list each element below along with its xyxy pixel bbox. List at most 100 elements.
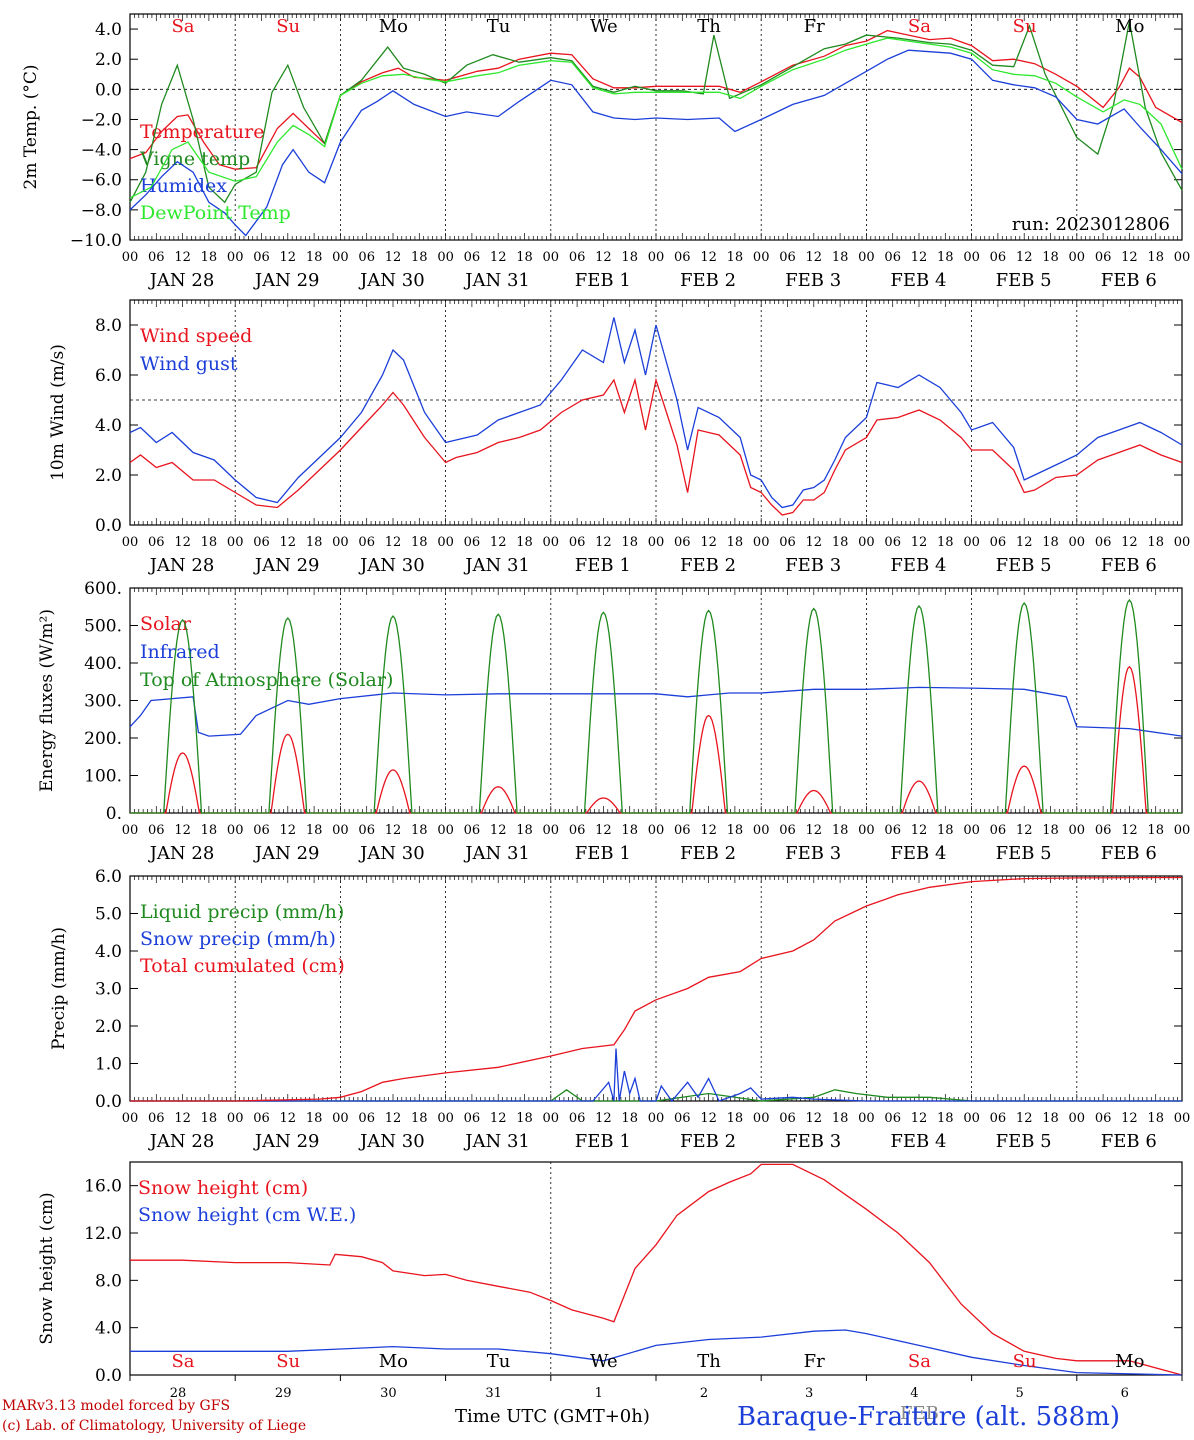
legend-entry: Snow height (cm) (138, 1177, 308, 1199)
hour-tick-label: 12 (1121, 823, 1138, 838)
hour-tick-label: 18 (411, 1111, 428, 1126)
hour-tick-label: 18 (1147, 535, 1164, 550)
hour-tick-label: 18 (516, 535, 533, 550)
weekday-label: Th (697, 16, 721, 37)
hour-tick-label: 12 (490, 823, 507, 838)
hour-tick-label: 12 (280, 1111, 297, 1126)
day-label: FEB 6 (1101, 843, 1157, 864)
day-label: JAN 28 (148, 1131, 215, 1152)
hour-tick-label: 00 (122, 535, 139, 550)
hour-tick-label: 12 (911, 823, 928, 838)
hour-tick-label: 12 (700, 1111, 717, 1126)
hour-tick-label: 12 (280, 250, 297, 265)
day-label: FEB 1 (575, 843, 631, 864)
hour-tick-label: 06 (884, 250, 901, 265)
hour-tick-label: 18 (516, 250, 533, 265)
y-tick-label: 4.0 (95, 1319, 122, 1339)
hour-tick-label: 18 (1147, 250, 1164, 265)
hour-tick-label: 18 (411, 535, 428, 550)
hour-tick-label: 00 (648, 535, 665, 550)
hour-tick-label: 12 (174, 1111, 191, 1126)
day-label: JAN 31 (463, 270, 530, 291)
y-tick-label: 0.0 (95, 516, 122, 536)
hour-tick-label: 06 (884, 535, 901, 550)
day-label: JAN 30 (358, 555, 425, 576)
hour-tick-label: 18 (832, 1111, 849, 1126)
hour-tick-label: 06 (569, 250, 586, 265)
day-label: FEB 4 (890, 843, 946, 864)
legend-entry: Wind gust (140, 353, 238, 375)
y-tick-label: 5.0 (95, 905, 122, 925)
hour-tick-label: 18 (1042, 823, 1059, 838)
legend-entry: Liquid precip (mm/h) (140, 901, 344, 923)
day-label: FEB 6 (1101, 270, 1157, 291)
hour-tick-label: 00 (122, 1111, 139, 1126)
series-line-snow-precip-mm-h- (130, 1048, 1182, 1103)
y-tick-label: 100. (84, 767, 122, 787)
hour-tick-label: 00 (1069, 535, 1086, 550)
hour-tick-label: 00 (1174, 1111, 1191, 1126)
hour-tick-label: 18 (727, 823, 744, 838)
legend-entry: Infrared (140, 641, 220, 663)
y-tick-label: 2.0 (95, 466, 122, 486)
hour-tick-label: 12 (490, 250, 507, 265)
hour-tick-label: 00 (332, 1111, 349, 1126)
day-number-label: 5 (1015, 1386, 1023, 1401)
series-line-snow-height-cm-w-e- (130, 1329, 1183, 1376)
hour-tick-label: 12 (280, 823, 297, 838)
hour-tick-label: 12 (174, 823, 191, 838)
hour-tick-label: 06 (358, 1111, 375, 1126)
y-tick-label: 8.0 (95, 1271, 122, 1291)
hour-tick-label: 18 (306, 1111, 323, 1126)
hour-tick-label: 00 (543, 250, 560, 265)
hour-tick-label: 18 (621, 250, 638, 265)
day-label: JAN 30 (358, 843, 425, 864)
weekday-label: Su (1013, 1351, 1037, 1372)
series-line-liquid-precip-mm-h- (130, 1089, 1182, 1102)
day-label: FEB 4 (890, 1131, 946, 1152)
day-label: JAN 28 (148, 555, 215, 576)
day-number-label: 30 (380, 1386, 397, 1401)
y-tick-label: 4.0 (95, 416, 122, 436)
series-line-dewpoint-temp (129, 37, 1183, 199)
hour-tick-label: 00 (858, 1111, 875, 1126)
hour-tick-label: 00 (648, 823, 665, 838)
day-label: FEB 5 (996, 555, 1052, 576)
hour-tick-label: 00 (963, 250, 980, 265)
hour-tick-label: 18 (201, 250, 218, 265)
legend-entry: Snow height (cm W.E.) (138, 1204, 356, 1226)
day-label: FEB 6 (1101, 1131, 1157, 1152)
hour-tick-label: 18 (411, 250, 428, 265)
hour-tick-label: 18 (306, 823, 323, 838)
day-number-label: 2 (700, 1386, 708, 1401)
hour-tick-label: 06 (569, 1111, 586, 1126)
y-tick-label: 4.0 (95, 942, 122, 962)
series-line-top-of-atmosphere-solar- (130, 598, 1182, 814)
legend-entry: Vigne temp (139, 148, 250, 170)
credit-line-2: (c) Lab. of Climatology, University of L… (2, 1418, 307, 1434)
hour-tick-label: 00 (543, 535, 560, 550)
series-line-snow-height-cm- (130, 1163, 1183, 1376)
day-number-label: 28 (170, 1386, 187, 1401)
series-line-humidex (129, 49, 1183, 237)
hour-tick-label: 18 (937, 535, 954, 550)
day-label: FEB 4 (890, 555, 946, 576)
hour-tick-label: 18 (621, 535, 638, 550)
panel-3: 600. 500. 400. 300. 200. 100. 0. Energy fluxes … (37, 579, 1190, 864)
hour-tick-label: 06 (674, 535, 691, 550)
hour-tick-label: 12 (1016, 250, 1033, 265)
weekday-label: Mo (379, 1351, 408, 1372)
hour-tick-label: 12 (806, 1111, 823, 1126)
hour-tick-label: 06 (990, 823, 1007, 838)
weekday-label: Fr (804, 1351, 825, 1372)
hour-tick-label: 06 (1095, 1111, 1112, 1126)
hour-tick-label: 00 (332, 250, 349, 265)
x-axis-title: Time UTC (GMT+0h) (455, 1406, 650, 1427)
hour-tick-label: 06 (569, 823, 586, 838)
day-number-label: 6 (1121, 1386, 1129, 1401)
legend-entry: Snow precip (mm/h) (140, 928, 336, 950)
hour-tick-label: 06 (779, 823, 796, 838)
hour-tick-label: 06 (779, 535, 796, 550)
hour-tick-label: 00 (227, 535, 244, 550)
y-tick-label: 16.0 (84, 1177, 122, 1197)
